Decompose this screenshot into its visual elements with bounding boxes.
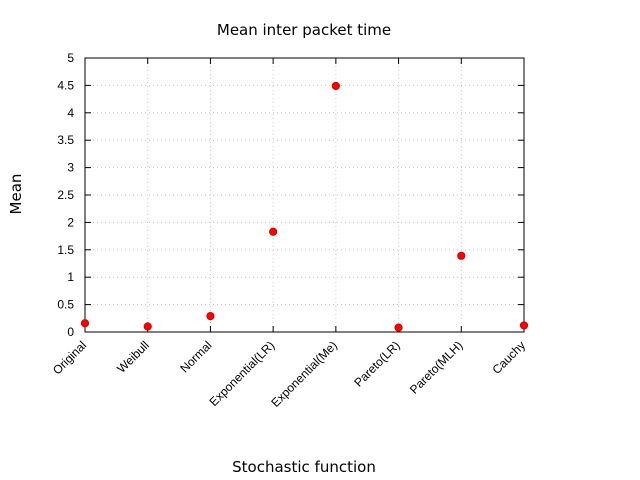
y-tick-label: 0.5 xyxy=(57,298,74,312)
plot-frame xyxy=(84,57,525,333)
x-tick-label: Original xyxy=(50,338,89,377)
y-tick-label: 3.5 xyxy=(57,133,74,147)
y-axis-label: Mean xyxy=(7,174,25,215)
data-point xyxy=(143,322,152,331)
y-tick-label: 5 xyxy=(67,51,74,65)
data-point xyxy=(394,323,403,332)
y-tick-label: 1 xyxy=(67,270,74,284)
x-axis-label: Stochastic function xyxy=(232,458,376,476)
y-tick-label: 4.5 xyxy=(57,78,74,92)
data-point xyxy=(457,251,466,260)
grid-lines xyxy=(85,58,524,332)
y-tick-label: 2 xyxy=(67,215,74,229)
chart-title: Mean inter packet time xyxy=(217,21,391,39)
data-points xyxy=(80,81,529,332)
y-tick-label: 0 xyxy=(67,325,74,339)
data-point xyxy=(206,312,215,321)
x-tick-label: Normal xyxy=(177,338,214,375)
x-tick-label: Exponential(LR) xyxy=(207,338,278,409)
x-tick-label: Pareto(MLH) xyxy=(407,338,465,396)
x-tick-label: Pareto(LR) xyxy=(351,338,402,389)
y-tick-label: 1.5 xyxy=(57,243,74,257)
y-tick-label: 2.5 xyxy=(57,188,74,202)
data-point xyxy=(519,321,529,330)
y-tick-label: 3 xyxy=(67,161,74,175)
data-point xyxy=(331,81,340,91)
data-point xyxy=(80,319,90,328)
x-tick-labels: Original Weibull NormalExponential(LR)Expo… xyxy=(50,338,528,410)
x-tick-label: Exponential(Me) xyxy=(268,338,340,410)
x-tick-label: Weibull xyxy=(114,338,152,376)
axis-ticks xyxy=(84,57,525,333)
y-tick-labels: 0 0.5 1 1.5 2 2.5 3 3.5 4 4.5 5 xyxy=(57,51,74,339)
x-tick-label: Cauchy xyxy=(489,338,528,377)
y-tick-label: 4 xyxy=(67,106,74,120)
data-point xyxy=(269,227,278,236)
